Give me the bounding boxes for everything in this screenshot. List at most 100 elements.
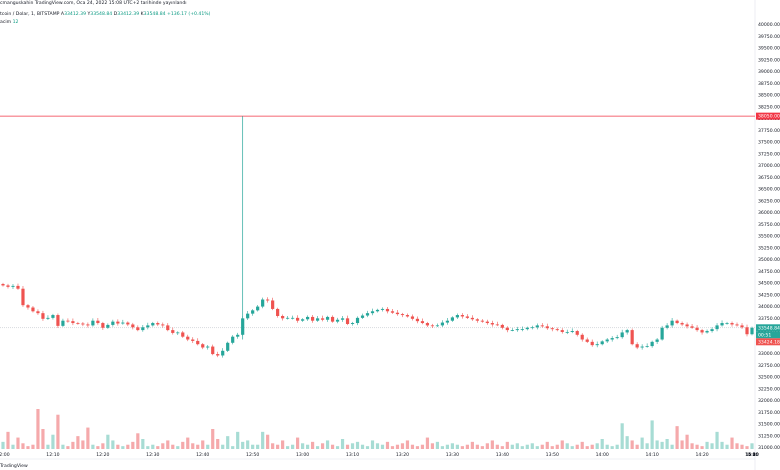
candle-body <box>605 339 609 342</box>
volume-bar <box>665 439 669 449</box>
candle-body <box>91 320 95 326</box>
volume-bar <box>11 444 15 449</box>
volume-bar <box>515 443 519 449</box>
volume-bar <box>350 443 355 449</box>
candle-body <box>286 317 290 319</box>
countdown-tag-bg <box>756 331 780 339</box>
candle-body <box>181 332 185 337</box>
candle-body <box>141 327 145 331</box>
volume-bar <box>365 446 370 449</box>
candle-body <box>655 339 659 342</box>
time-tick-label: 15:10 <box>745 452 758 458</box>
time-tick-label: 14:50 <box>745 452 758 458</box>
volume-bar <box>505 441 509 449</box>
symbol-legend: tcoin / Dolar, 1, BITSTAMP A33412.39 Y33… <box>0 12 210 17</box>
candle-body <box>725 323 729 324</box>
volume-bar <box>246 440 250 449</box>
candle-body <box>101 323 105 328</box>
countdown-tag: 00:51 <box>758 332 771 338</box>
candle-body <box>455 315 459 318</box>
candle-body <box>410 316 415 319</box>
candle-body <box>465 316 469 318</box>
candle-body <box>310 316 315 321</box>
candle-body <box>460 315 464 317</box>
candle-body <box>161 324 165 326</box>
candle-body <box>590 341 594 346</box>
candle-body <box>430 325 435 327</box>
volume-bar <box>36 409 40 449</box>
candle-body <box>151 323 155 326</box>
candle-body <box>565 331 569 333</box>
candle-body <box>206 346 210 348</box>
price-tick-label: 32500.00 <box>758 375 780 381</box>
candle-body <box>720 323 724 326</box>
candle-body <box>510 330 514 331</box>
candle-body <box>735 324 739 326</box>
price-tick-label: 36250.00 <box>758 198 780 204</box>
price-tick-label: 35750.00 <box>758 222 780 228</box>
candle-body <box>445 320 450 323</box>
candle-body <box>46 317 50 319</box>
volume-bar <box>345 444 350 449</box>
candle-body <box>81 323 85 325</box>
volume-bar <box>296 437 300 449</box>
price-tick-label: 31500.00 <box>758 422 780 428</box>
candle-body <box>515 329 519 331</box>
volume-bar <box>335 446 340 449</box>
candle-body <box>505 327 509 331</box>
candle-body <box>715 325 719 330</box>
candle-body <box>600 341 604 345</box>
candle-body <box>196 340 200 345</box>
candle-body <box>650 341 654 347</box>
ohlc-close-label: K <box>140 12 144 17</box>
current-price-tag-bg <box>756 324 780 332</box>
candle-body <box>246 313 250 319</box>
time-tick-label: 13:40 <box>496 452 509 458</box>
volume-bar <box>640 437 644 449</box>
volume-bar <box>670 444 674 449</box>
volume-legend: acim 12 <box>0 20 18 25</box>
volume-bar <box>725 444 729 449</box>
candle-body <box>385 308 390 312</box>
candle-body <box>615 337 619 339</box>
candle-body <box>440 322 445 326</box>
volume-bar <box>430 443 435 449</box>
candle-body <box>176 332 180 334</box>
volume-bar <box>565 443 569 449</box>
candle-body <box>305 316 310 320</box>
volume-bar <box>305 444 310 449</box>
candle-body <box>241 318 245 335</box>
volume-bar <box>61 444 65 449</box>
price-tick-label: 39750.00 <box>758 34 780 40</box>
candle-body <box>71 321 75 324</box>
volume-bar <box>600 439 604 449</box>
candle-body <box>41 313 45 319</box>
candle-body <box>620 332 624 338</box>
volume-bar <box>415 446 420 449</box>
price-tick-label: 32000.00 <box>758 398 780 404</box>
time-tick-label: 12:50 <box>246 452 259 458</box>
volume-bar <box>251 444 255 449</box>
candle-body <box>111 321 115 325</box>
candle-body <box>690 326 694 328</box>
candle-body <box>740 325 744 328</box>
volume-bar <box>211 429 215 449</box>
volume-bar <box>241 441 245 449</box>
volume-bar <box>286 446 290 449</box>
volume-bar <box>445 444 450 449</box>
candle-body <box>166 325 170 331</box>
volume-bar <box>231 446 235 449</box>
candle-body <box>291 317 295 319</box>
candle-body <box>625 330 629 333</box>
volume-bar <box>530 443 534 449</box>
candle-body <box>415 318 420 322</box>
volume-bar <box>390 446 395 449</box>
candle-body <box>360 315 365 318</box>
time-tick-label: 12:40 <box>196 452 209 458</box>
candle-body <box>156 323 160 325</box>
candle-body <box>76 323 80 324</box>
candle-body <box>350 323 355 324</box>
candle-body <box>320 318 325 320</box>
volume-bar <box>315 446 320 449</box>
